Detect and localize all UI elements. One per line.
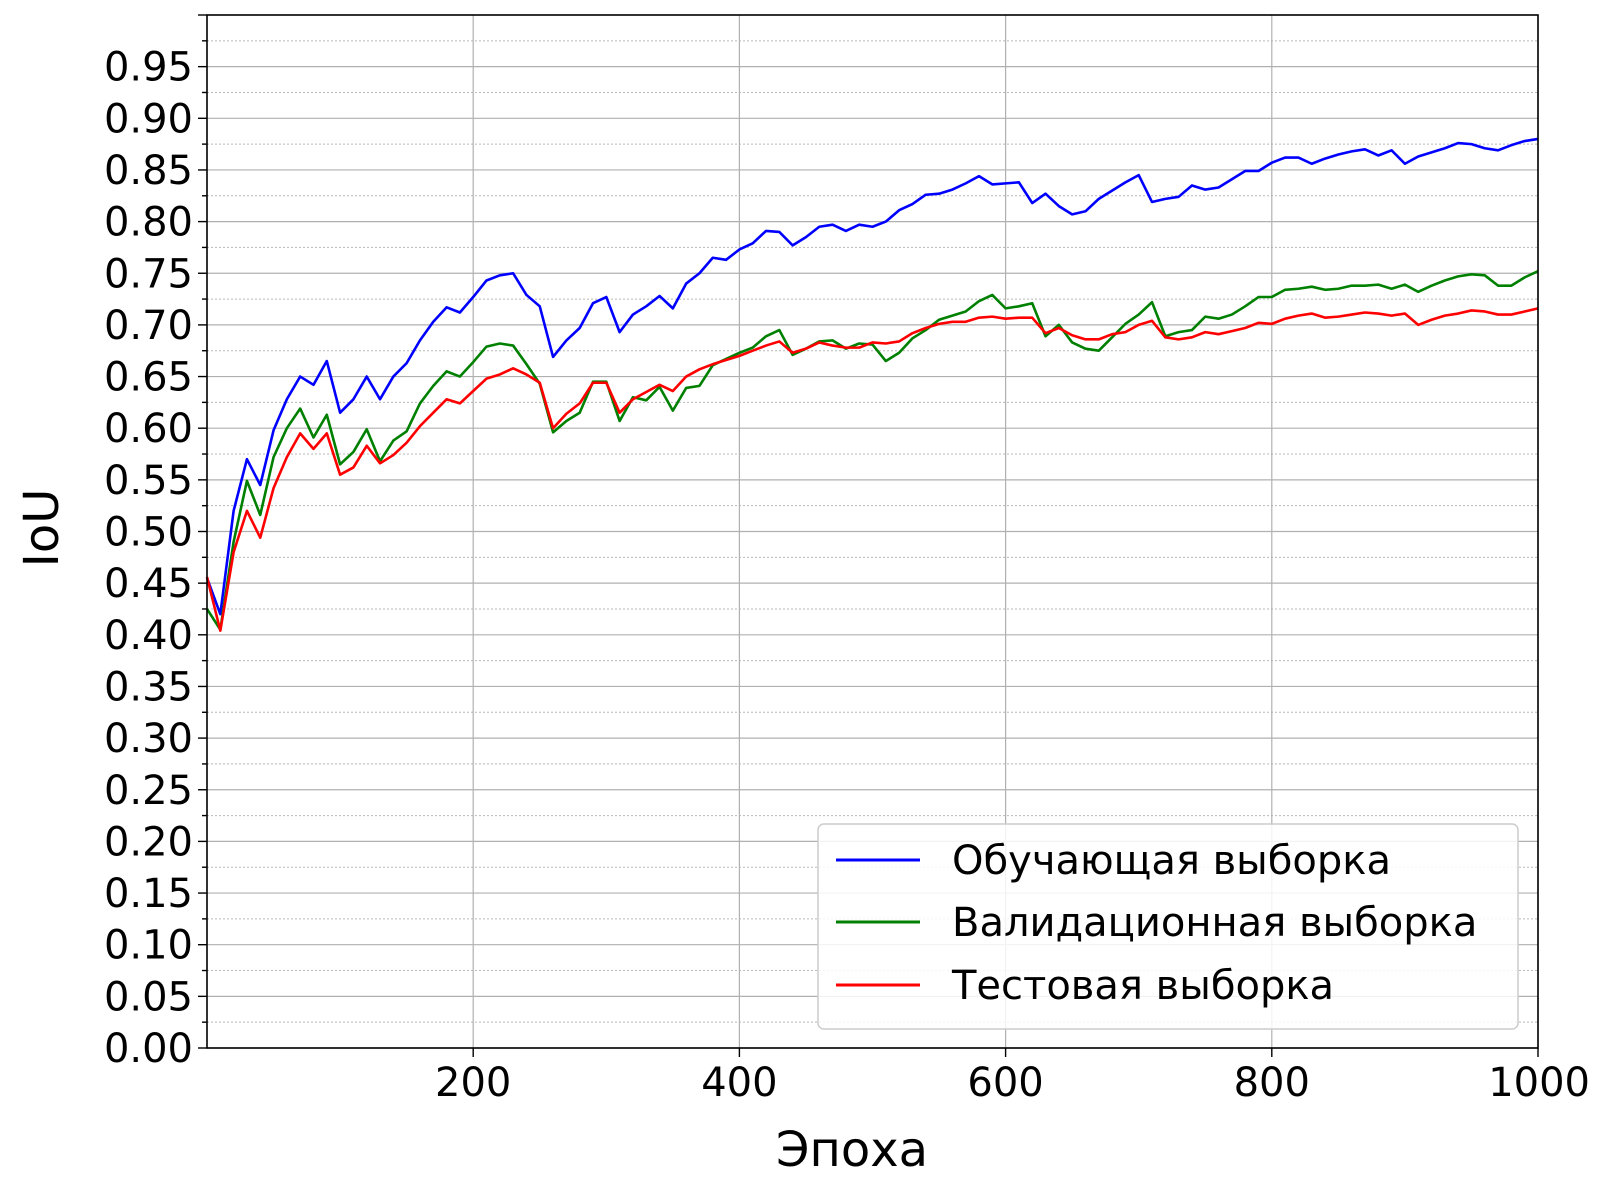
y-tick-label: 0.20 [104,819,193,865]
series-line-train [205,137,1539,616]
y-tick-label: 0.50 [104,510,193,556]
y-axis-label: IoU [14,489,70,568]
y-tick-label: 0.30 [104,716,193,762]
y-tick-label: 0.00 [104,1026,193,1072]
y-tick-label: 0.05 [104,974,193,1020]
y-tick-label: 0.25 [104,768,193,814]
y-tick-label: 0.85 [104,148,193,194]
series-group [205,137,1539,632]
x-tick-label: 1000 [1488,1060,1590,1106]
y-tick-label: 0.95 [104,45,193,91]
y-tick-label: 0.80 [104,200,193,246]
y-tick-label: 0.60 [104,406,193,452]
y-tick-label: 0.35 [104,664,193,710]
legend-label-test: Тестовая выборка [951,963,1334,1009]
tick-labels: 0.00 0.05 0.10 0.15 0.20 0.25 0.30 0.35 0.40 0.45… [104,45,1590,1106]
x-tick-label: 600 [967,1060,1043,1106]
x-tick-label: 800 [1234,1060,1310,1106]
x-tick-label: 200 [435,1060,511,1106]
y-tick-label: 0.55 [104,458,193,504]
x-tick-label: 400 [701,1060,777,1106]
legend-label-validation: Валидационная выборка [952,900,1477,946]
y-tick-label: 0.40 [104,613,193,659]
legend: Обучающая выборка Валидационная выборка … [817,823,1519,1030]
legend-label-train: Обучающая выборка [952,838,1391,884]
y-tick-label: 0.10 [104,923,193,969]
y-tick-label: 0.70 [104,303,193,349]
y-tick-label: 0.65 [104,355,193,401]
y-tick-label: 0.90 [104,96,193,142]
y-tick-label: 0.15 [104,871,193,917]
series-line-validation [205,270,1539,631]
legend-box [817,823,1519,1030]
series-line-test [205,307,1539,632]
axes [198,14,1539,1057]
y-tick-label: 0.75 [104,251,193,297]
x-axis-label: Эпоха [776,1122,928,1178]
y-tick-label: 0.45 [104,561,193,607]
